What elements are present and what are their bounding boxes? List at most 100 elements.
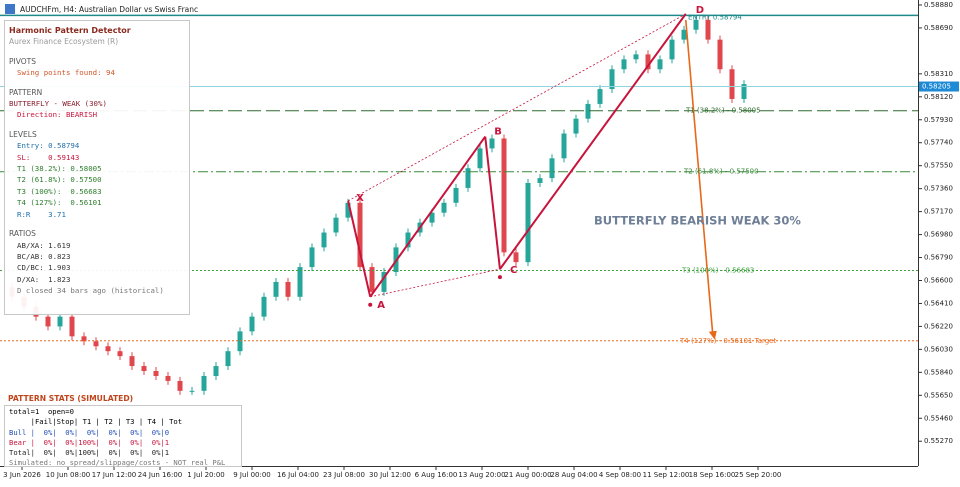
stats-title: PATTERN STATS (SIMULATED) xyxy=(8,394,134,403)
candle-body xyxy=(189,390,195,392)
stats-header: |Fail|Stop| T1 | T2 | T3 | T4 | Tot xyxy=(9,417,183,427)
stats-summary: total=1 open=0 xyxy=(9,407,74,416)
x-tick-label: 4 Sep 08:00 xyxy=(599,471,641,479)
candle-body xyxy=(105,346,111,352)
candle-body xyxy=(81,336,87,342)
y-tick-label: 0.55650 xyxy=(924,391,953,399)
ratio: D/XA: 1.823 xyxy=(17,274,71,284)
pattern-leg xyxy=(369,135,487,298)
pivots-count: Swing points found: 94 xyxy=(17,68,115,78)
candle-body xyxy=(129,356,135,367)
candle-body xyxy=(93,341,99,347)
pattern-point-label: D xyxy=(696,5,704,16)
candle-body xyxy=(525,182,531,263)
candle-body xyxy=(729,69,735,99)
candle-body xyxy=(477,148,483,169)
candle-body xyxy=(117,351,123,357)
pattern-label: BUTTERFLY BEARISH WEAK 30% xyxy=(594,214,801,228)
candle-body xyxy=(45,316,51,327)
candle-body xyxy=(381,272,387,292)
candle-body xyxy=(705,19,711,40)
candle-body xyxy=(453,187,459,203)
x-tick-label: 30 Jul 12:00 xyxy=(369,471,411,479)
candle-body xyxy=(561,133,567,159)
x-tick-label: 6 Aug 16:00 xyxy=(415,471,458,479)
level-label: T3 (100%) - 0.56683 xyxy=(681,266,754,274)
candle-body xyxy=(549,158,555,179)
candle-body xyxy=(357,202,363,268)
candle-body xyxy=(465,168,471,188)
risk-reward: R:R 3.71 xyxy=(17,209,66,219)
y-tick-label: 0.55460 xyxy=(924,414,953,422)
candle-body xyxy=(573,118,579,134)
candle-body xyxy=(321,232,327,248)
target-level: T2 (61.8%): 0.57500 xyxy=(17,175,102,185)
candle-body xyxy=(669,39,675,60)
y-tick-label: 0.57170 xyxy=(924,208,953,216)
x-tick-label: 13 Aug 20:00 xyxy=(458,471,505,479)
symbol-icon xyxy=(5,4,15,14)
section-heading: RATIOS xyxy=(9,229,36,239)
candle-body xyxy=(309,247,315,268)
section-heading: PATTERN xyxy=(9,87,43,97)
x-tick-label: 16 Jul 04:00 xyxy=(277,471,319,479)
candle-body xyxy=(597,89,603,104)
x-tick-label: 21 Aug 00:00 xyxy=(504,471,551,479)
pattern-leg xyxy=(499,13,687,270)
y-tick-label: 0.58310 xyxy=(924,70,953,78)
closed-note: D closed 34 bars ago (historical) xyxy=(17,286,164,296)
candle-body xyxy=(585,103,591,119)
candle-body xyxy=(201,375,207,391)
level-label: ENTRY 0.58794 xyxy=(688,13,742,21)
section-heading: LEVELS xyxy=(9,129,37,139)
candle-body xyxy=(741,84,747,99)
candle-body xyxy=(177,380,183,391)
candle-body xyxy=(225,351,231,367)
x-tick-label: 25 Sep 20:00 xyxy=(735,471,782,479)
candle-body xyxy=(429,212,435,223)
pattern-point-label: A xyxy=(377,300,385,311)
y-tick-label: 0.56410 xyxy=(924,299,953,307)
candle-body xyxy=(285,281,291,297)
candle-body xyxy=(297,267,303,297)
y-tick-label: 0.57740 xyxy=(924,139,953,147)
candle-body xyxy=(693,19,699,30)
panel-title: Harmonic Pattern Detector xyxy=(9,26,131,35)
stats-row: Total| 0%| 0%|100%| 0%| 0%| 0%|1 xyxy=(9,448,170,458)
x-tick-label: 18 Sep 16:00 xyxy=(689,471,736,479)
y-tick-label: 0.58120 xyxy=(924,93,953,101)
stats-panel: total=1 open=0 |Fail|Stop| T1 | T2 | T3 … xyxy=(4,405,242,467)
pattern-point-label: C xyxy=(510,265,517,276)
candle-body xyxy=(657,59,663,70)
x-tick-label: 17 Jun 12:00 xyxy=(92,471,136,479)
candle-body xyxy=(621,59,627,70)
candle-body xyxy=(681,29,687,40)
ratio: BC/AB: 0.823 xyxy=(17,251,71,261)
candle-body xyxy=(501,138,507,253)
level-label: T1 (38.2%) - 0.58005 xyxy=(685,107,761,115)
candle-body xyxy=(609,69,615,90)
candle-body xyxy=(345,202,351,218)
candle-body xyxy=(333,217,339,233)
y-tick-label: 0.57930 xyxy=(924,116,953,124)
x-tick-label: 3 Jun 2026 xyxy=(3,471,41,479)
candle-body xyxy=(369,267,375,292)
current-price-label: 0.58205 xyxy=(922,83,951,91)
entry-level: Entry: 0.58794 xyxy=(17,141,80,151)
x-tick-label: 28 Aug 04:00 xyxy=(550,471,597,479)
candle-body xyxy=(405,232,411,248)
candle-body xyxy=(441,202,447,213)
target-level: T3 (100%): 0.56683 xyxy=(17,186,102,196)
candle-body xyxy=(273,281,279,297)
stats-note: Simulated: no spread/slippage/costs - NO… xyxy=(9,458,226,468)
candle-body xyxy=(57,316,63,327)
chart-header: AUDCHFm, H4: Australian Dollar vs Swiss … xyxy=(20,5,198,14)
level-label: T2 (61.8%) - 0.57500 xyxy=(683,168,759,176)
x-tick-label: 9 Jul 00:00 xyxy=(233,471,271,479)
y-tick-label: 0.57360 xyxy=(924,185,953,193)
candle-body xyxy=(249,316,255,332)
projection-arrow xyxy=(684,19,714,335)
y-tick-label: 0.55270 xyxy=(924,437,953,445)
candle-body xyxy=(717,39,723,70)
candle-body xyxy=(69,316,75,337)
